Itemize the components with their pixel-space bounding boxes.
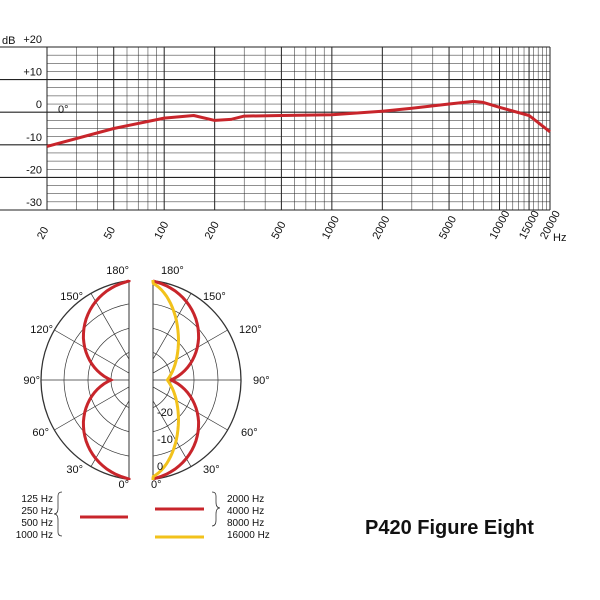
polar-radial-label: -20 <box>157 407 173 419</box>
polar-angle-label: 90° <box>23 375 40 387</box>
product-title: P420 Figure Eight <box>365 517 534 539</box>
y-axis-label: dB <box>2 35 15 47</box>
legend-item-low: 250 Hz <box>21 506 53 517</box>
legend-item-low: 500 Hz <box>21 518 53 529</box>
x-axis-unit: Hz <box>553 232 566 244</box>
polar-spoke <box>54 329 129 374</box>
polar-radial-label: -10 <box>157 434 173 446</box>
y-tick-label: +20 <box>23 34 42 46</box>
polar-radial-label: 0 <box>157 461 163 473</box>
polar-angle-label: 0° <box>118 479 129 491</box>
polar-spoke <box>54 386 129 431</box>
polar-angle-label: 30° <box>203 464 220 476</box>
angle-annotation: 0° <box>58 104 69 116</box>
legend-item-high: 16000 Hz <box>227 530 270 541</box>
x-tick-label: 20 <box>35 225 51 241</box>
polar-angle-label: 0° <box>151 479 162 491</box>
polar-curve-low <box>81 279 131 481</box>
x-tick-label: 10000 <box>488 209 513 242</box>
y-tick-label: -20 <box>26 164 42 176</box>
polar-angle-label: 180° <box>161 265 184 277</box>
legend-item-mid: 4000 Hz <box>227 506 264 517</box>
x-tick-label: 5000 <box>437 214 459 241</box>
polar-angle-label: 150° <box>60 291 83 303</box>
x-tick-label: 200 <box>203 220 222 242</box>
frequency-response-line <box>46 99 551 148</box>
polar-angle-label: 150° <box>203 291 226 303</box>
polar-angle-label: 90° <box>253 375 270 387</box>
x-tick-label: 100 <box>152 220 171 242</box>
y-tick-label: +10 <box>23 67 42 79</box>
y-tick-label: -30 <box>26 197 42 209</box>
x-tick-label: 500 <box>269 220 288 242</box>
legend-item-low: 1000 Hz <box>16 530 53 541</box>
legend-item-low: 125 Hz <box>21 494 53 505</box>
y-tick-label: -10 <box>26 132 42 144</box>
y-tick-label: 0 <box>36 99 42 111</box>
polar-angle-label: 30° <box>66 464 83 476</box>
polar-curve-mid <box>151 279 201 481</box>
polar-angle-label: 180° <box>106 265 129 277</box>
polar-spoke <box>153 329 228 374</box>
x-tick-label: 50 <box>102 225 118 241</box>
legend-brace <box>211 491 221 527</box>
polar-curve-high <box>151 280 181 480</box>
x-tick-label: 1000 <box>320 214 342 241</box>
polar-spoke <box>153 386 228 431</box>
legend-brace <box>53 491 63 537</box>
legend-item-mid: 2000 Hz <box>227 494 264 505</box>
polar-angle-label: 120° <box>30 324 53 336</box>
polar-angle-label: 60° <box>32 427 49 439</box>
frequency-response-chart: dB +20 +10 0 -10 -20 -30 20 50 100 200 500 1000 2000 5… <box>0 34 566 244</box>
polar-angle-label: 60° <box>241 427 258 439</box>
polar-pattern-chart: 180° 150° 120° 90° 60° 30° 0° 180° 150° 120° 90° 60… <box>23 265 269 491</box>
legend-item-mid: 8000 Hz <box>227 518 264 529</box>
polar-angle-label: 120° <box>239 324 262 336</box>
x-tick-label: 2000 <box>370 214 392 241</box>
